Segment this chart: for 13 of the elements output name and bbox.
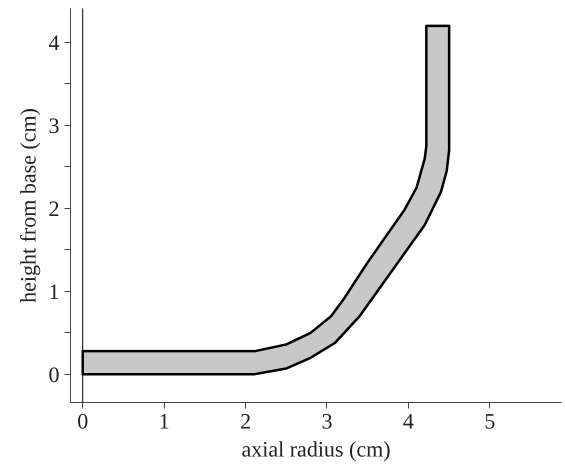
x-axis-title: axial radius (cm) bbox=[241, 436, 391, 462]
y-tick-label: 0 bbox=[48, 362, 60, 387]
y-tick-label: 1 bbox=[48, 278, 60, 304]
x-tick-label: 2 bbox=[240, 408, 252, 434]
x-tick-label: 5 bbox=[484, 408, 496, 434]
y-tick-label: 2 bbox=[48, 196, 60, 221]
y-tick-label: 3 bbox=[48, 112, 60, 138]
x-tick-label: 3 bbox=[321, 408, 332, 434]
y-tick-label: 4 bbox=[48, 30, 60, 56]
x-tick-label: 0 bbox=[77, 408, 88, 434]
y-axis-title: height from base (cm) bbox=[16, 108, 40, 303]
x-tick-label: 1 bbox=[158, 408, 170, 434]
x-tick-label: 4 bbox=[402, 408, 414, 434]
